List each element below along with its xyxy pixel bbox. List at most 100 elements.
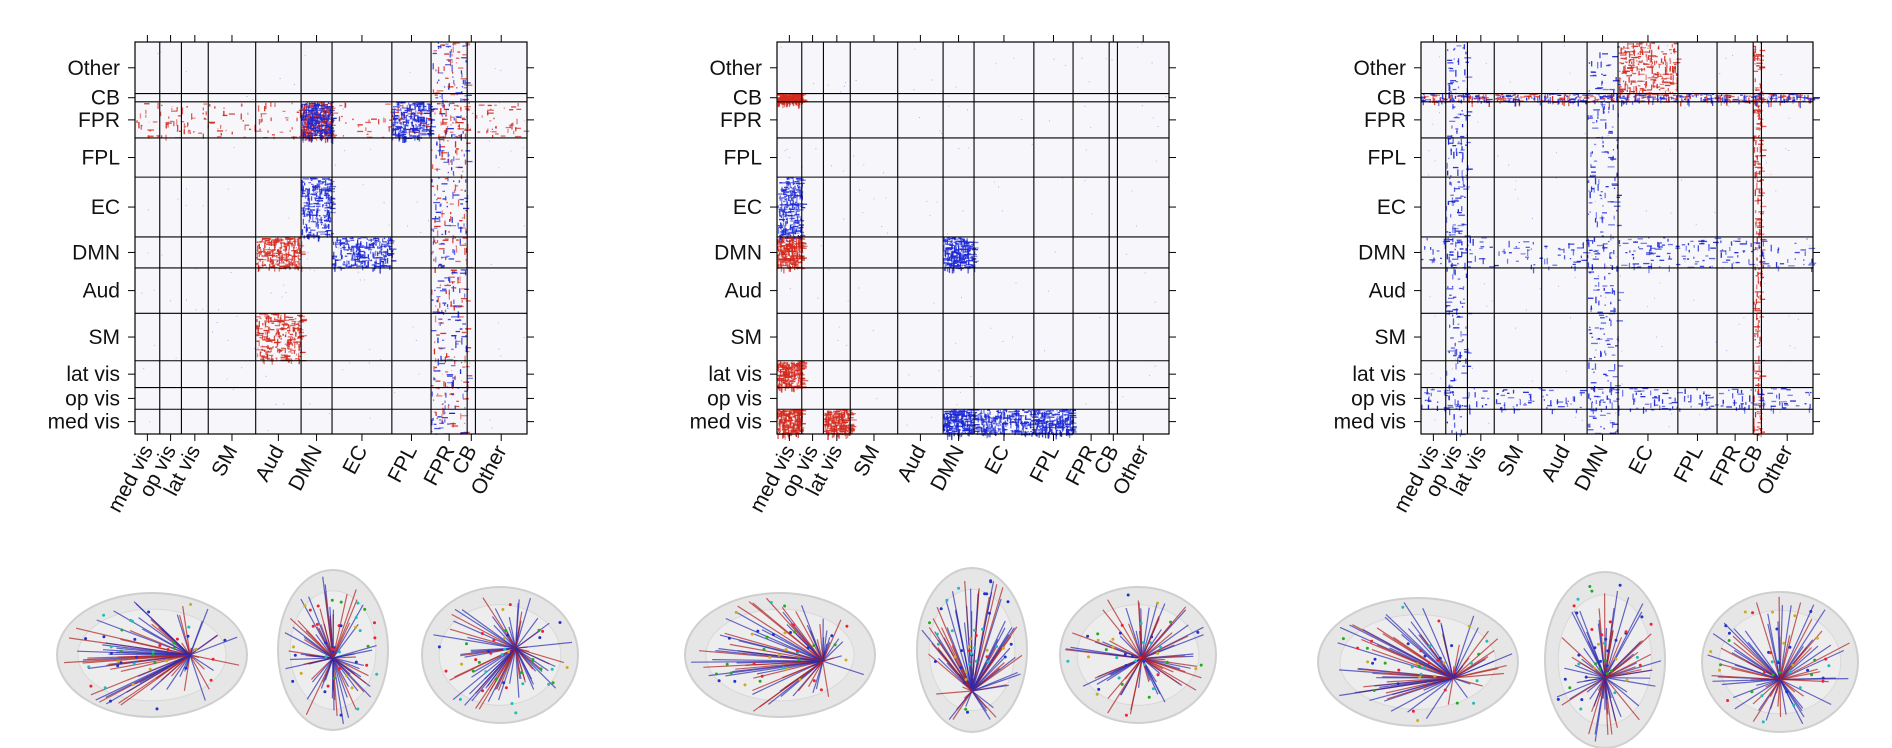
negative-connection-cell (1017, 410, 1019, 416)
positive-connection-cell (830, 423, 833, 430)
positive-connection-cell (801, 98, 803, 101)
positive-connection-cell (285, 261, 288, 263)
positive-connection-cell (782, 433, 784, 439)
positive-connection-cell (448, 276, 455, 278)
positive-connection-cell (796, 363, 799, 369)
positive-connection-cell (794, 240, 797, 243)
negative-connection-cell (304, 111, 306, 113)
negative-connection-cell (328, 212, 331, 219)
positive-connection-cell (780, 248, 782, 253)
positive-connection-cell (425, 125, 431, 128)
negative-connection-cell (1000, 414, 1002, 417)
sparse-connection-cell (307, 252, 309, 253)
negative-connection-cell (1042, 424, 1044, 426)
positive-connection-cell (797, 362, 799, 364)
positive-connection-cell (298, 248, 300, 251)
negative-connection-cell (355, 250, 358, 253)
positive-connection-cell (289, 333, 293, 336)
positive-connection-cell (458, 67, 464, 69)
negative-connection-cell (361, 255, 366, 257)
positive-connection-cell (456, 400, 459, 402)
negative-connection-cell (977, 430, 983, 432)
sparse-connection-cell (286, 261, 288, 263)
positive-connection-cell (312, 115, 317, 117)
negative-connection-cell (316, 117, 319, 121)
positive-connection-cell (777, 254, 779, 259)
negative-connection-cell (395, 115, 399, 117)
positive-connection-cell (287, 348, 293, 350)
negative-connection-cell (332, 137, 334, 144)
positive-connection-cell (782, 414, 784, 421)
negative-connection-cell (1014, 431, 1016, 436)
positive-connection-cell (301, 133, 303, 137)
positive-connection-cell (792, 414, 794, 416)
positive-connection-cell (454, 108, 456, 110)
negative-connection-cell (980, 415, 983, 420)
positive-connection-cell (287, 327, 289, 329)
positive-connection-cell (791, 99, 796, 101)
positive-connection-cell (293, 247, 295, 249)
negative-connection-cell (325, 122, 327, 130)
negative-connection-cell (1017, 424, 1019, 427)
positive-connection-cell (798, 100, 801, 108)
positive-connection-cell (452, 237, 454, 244)
positive-connection-cell (313, 133, 316, 135)
negative-connection-cell (402, 112, 404, 117)
negative-connection-cell (415, 110, 417, 117)
positive-connection-cell (848, 417, 850, 421)
positive-connection-cell (836, 431, 839, 433)
negative-connection-cell (436, 287, 441, 289)
negative-connection-cell (777, 205, 779, 209)
negative-connection-cell (354, 252, 356, 260)
positive-connection-cell (214, 106, 216, 109)
negative-connection-cell (352, 246, 356, 248)
negative-connection-cell (335, 256, 337, 258)
negative-connection-cell (329, 126, 331, 133)
positive-connection-cell (260, 254, 262, 256)
negative-connection-cell (356, 246, 358, 252)
positive-connection-cell (777, 240, 779, 246)
negative-connection-cell (311, 120, 314, 126)
positive-connection-cell (256, 252, 259, 254)
sparse-connection-cell (283, 403, 285, 405)
negative-connection-cell (446, 374, 454, 376)
positive-connection-cell (514, 135, 522, 138)
positive-connection-cell (257, 245, 259, 252)
positive-connection-cell (317, 131, 322, 133)
positive-connection-cell (285, 332, 287, 334)
negative-connection-cell (455, 343, 459, 345)
negative-connection-cell (453, 249, 456, 255)
positive-connection-cell (782, 247, 786, 249)
negative-connection-cell (1069, 415, 1073, 417)
negative-connection-cell (387, 241, 389, 244)
positive-connection-cell (789, 255, 793, 258)
positive-connection-cell (265, 243, 270, 245)
negative-connection-cell (960, 413, 965, 415)
positive-connection-cell (797, 432, 800, 434)
positive-connection-cell (789, 266, 791, 272)
positive-connection-cell (289, 325, 291, 331)
positive-connection-cell (328, 113, 331, 115)
positive-connection-cell (269, 327, 271, 331)
positive-connection-cell (464, 243, 466, 245)
positive-connection-cell (152, 121, 158, 123)
positive-connection-cell (463, 422, 466, 424)
negative-connection-cell (957, 430, 959, 436)
negative-connection-cell (316, 129, 319, 131)
positive-connection-cell (799, 239, 801, 246)
negative-connection-cell (392, 131, 394, 136)
sparse-connection-cell (469, 362, 471, 364)
positive-connection-cell (294, 318, 297, 320)
negative-connection-cell (318, 181, 325, 183)
negative-connection-cell (453, 79, 455, 85)
negative-connection-cell (438, 79, 440, 82)
positive-connection-cell (268, 354, 274, 357)
positive-connection-cell (455, 260, 461, 263)
positive-connection-cell (442, 123, 447, 125)
positive-connection-cell (790, 429, 792, 436)
positive-connection-cell (839, 431, 841, 433)
negative-connection-cell (389, 248, 397, 250)
positive-connection-cell (779, 368, 785, 371)
positive-connection-cell (790, 422, 792, 426)
sparse-connection-cell (499, 102, 500, 104)
